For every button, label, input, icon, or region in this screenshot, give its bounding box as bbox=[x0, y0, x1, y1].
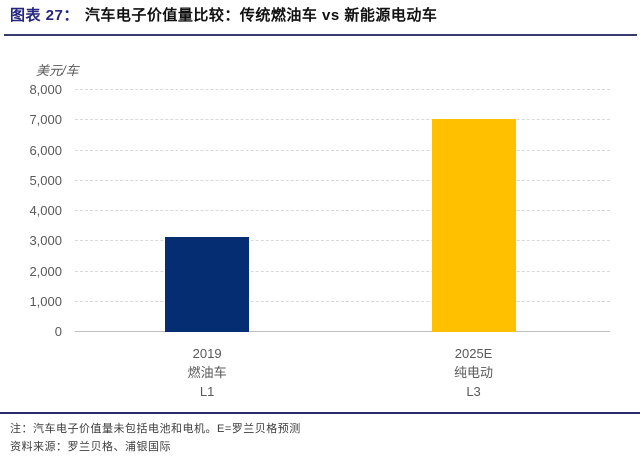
y-tick-label: 6,000 bbox=[29, 142, 62, 158]
gridline bbox=[75, 300, 610, 302]
y-tick-label: 5,000 bbox=[29, 172, 62, 188]
footnote-note: 注：汽车电子价值量未包括电池和电机。E=罗兰贝格预测 bbox=[10, 423, 301, 435]
x-category-line: 纯电动 bbox=[454, 365, 494, 380]
y-tick-label: 4,000 bbox=[29, 203, 62, 218]
gridline bbox=[75, 89, 610, 90]
figure-title: 图表 27： 汽车电子价值量比较：传统燃油车 vs 新能源电动车 bbox=[10, 4, 437, 25]
y-tick-label: 1,000 bbox=[29, 293, 62, 309]
gridline bbox=[75, 240, 610, 242]
x-category-line: 燃油车 bbox=[187, 365, 227, 380]
footnote-source: 资料来源：罗兰贝格、浦银国际 bbox=[10, 441, 171, 453]
gridline bbox=[75, 149, 610, 151]
x-category-line: L1 bbox=[199, 384, 215, 399]
footer-divider bbox=[0, 412, 640, 414]
y-tick-label: 2,000 bbox=[29, 263, 62, 279]
gridline bbox=[75, 270, 610, 272]
y-axis-unit-label: 美元/车 bbox=[36, 63, 79, 78]
title-divider bbox=[4, 34, 637, 36]
x-category-line: 2019 bbox=[192, 346, 222, 361]
gridline bbox=[75, 179, 610, 181]
figure-title-text: 汽车电子价值量比较：传统燃油车 vs 新能源电动车 bbox=[84, 7, 438, 24]
figure-number-label: 图表 27： bbox=[10, 7, 79, 24]
bar-2019 bbox=[165, 236, 250, 332]
plot-area bbox=[75, 89, 610, 332]
gridline bbox=[75, 119, 610, 121]
x-axis-category-labels: 2019 燃油车 L1 2025E 纯电动 L3 bbox=[0, 344, 640, 406]
y-tick-label: 3,000 bbox=[29, 233, 62, 249]
y-axis-tick-labels: 8,000 7,000 6,000 5,000 4,000 3,000 2,000 1,000… bbox=[0, 83, 62, 339]
x-category-line: 2025E bbox=[454, 346, 493, 361]
bar-2025E bbox=[431, 118, 516, 332]
x-category-label: 2025E 纯电动 L3 bbox=[454, 344, 493, 401]
y-tick-label: 7,000 bbox=[29, 112, 62, 128]
y-tick-label: 8,000 bbox=[29, 82, 62, 97]
x-category-line: L3 bbox=[466, 384, 481, 399]
x-category-label: 2019 燃油车 L1 bbox=[188, 344, 227, 401]
gridline bbox=[75, 331, 610, 332]
gridline bbox=[75, 210, 610, 211]
y-tick-label: 0 bbox=[54, 324, 62, 339]
